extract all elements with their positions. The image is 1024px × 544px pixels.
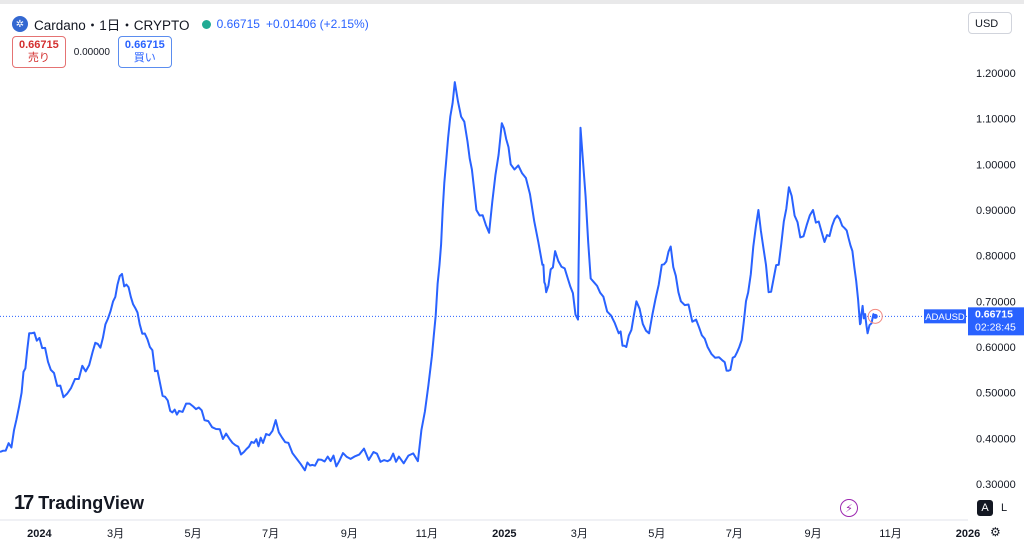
sell-label: 売り: [27, 52, 50, 64]
time-axis-label: 7月: [726, 528, 743, 540]
price-series-line: [0, 81, 877, 472]
price-axis-label: 0.60000: [976, 342, 1016, 354]
price-tag-countdown: 02:28:45: [975, 321, 1016, 333]
log-scale-button[interactable]: L: [1001, 502, 1008, 514]
buy-price: 0.66715: [124, 39, 165, 51]
tradingview-logo[interactable]: 17 TradingView: [14, 492, 144, 515]
price-axis-label: 0.30000: [976, 479, 1016, 491]
time-axis-label: 9月: [804, 528, 821, 540]
last-price: 0.66715: [216, 17, 260, 31]
price-axis-label: 0.70000: [976, 296, 1016, 308]
symbol-title[interactable]: Cardano・1日・CRYPTO: [34, 18, 190, 33]
spread-value: 0.00000: [73, 46, 110, 58]
time-axis-label: 2025: [492, 528, 516, 540]
lightning-icon[interactable]: ⚡: [840, 499, 858, 517]
tradingview-logo-icon: 17: [14, 492, 34, 514]
time-axis-label: 7月: [262, 528, 279, 540]
price-axis-label: 1.20000: [976, 68, 1016, 80]
auto-scale-button[interactable]: A: [977, 500, 993, 516]
buy-label: 買い: [133, 52, 156, 64]
time-axis-label: 11月: [416, 528, 438, 540]
time-axis-label: 11月: [879, 528, 901, 540]
trade-panel: 0.66715 売り 0.00000 0.66715 買い: [12, 36, 172, 68]
time-axis-label: 3月: [107, 528, 124, 540]
last-point-marker: [872, 313, 878, 319]
price-axis-label: 1.10000: [976, 114, 1016, 126]
time-axis-label: 3月: [571, 528, 588, 540]
buy-button[interactable]: 0.66715 買い: [117, 36, 172, 68]
price-axis-label: 0.80000: [976, 251, 1016, 263]
price-tag-value: 0.66715: [975, 308, 1013, 320]
price-tag: ADAUSD 0.66715 02:28:45: [924, 307, 1024, 336]
time-axis-label: 5月: [648, 528, 665, 540]
price-tag-ticker: ADAUSD: [925, 312, 965, 323]
settings-icon[interactable]: ⚙: [990, 525, 1001, 539]
sell-price: 0.66715: [19, 39, 59, 51]
price-axis-label: 1.00000: [976, 159, 1016, 171]
currency-select[interactable]: USD: [968, 12, 1012, 34]
time-axis-label: 2026: [956, 528, 980, 540]
time-axis-label: 2024: [27, 528, 52, 540]
time-axis[interactable]: 2024 3月 5月 7月 9月 11月 2025 3月 5月 7月 9月 11月 2026: [27, 528, 980, 540]
price-axis[interactable]: 1.20000 1.10000 1.00000 0.90000 0.80000 0.700…: [976, 68, 1016, 491]
sell-button[interactable]: 0.66715 売り: [12, 36, 66, 68]
last-point-ring: [867, 308, 883, 324]
price-axis-label: 0.50000: [976, 388, 1016, 400]
time-axis-label: 5月: [185, 528, 202, 540]
symbol-legend[interactable]: ✲ Cardano・1日・CRYPTO 0.66715 +0.01406 (+2…: [12, 14, 369, 34]
price-axis-label: 0.40000: [976, 433, 1016, 445]
market-status-icon: [201, 19, 211, 29]
time-axis-label: 9月: [341, 528, 358, 540]
tradingview-logo-text: TradingView: [38, 493, 144, 513]
cardano-logo-icon: ✲: [12, 16, 28, 32]
price-change: +0.01406 (+2.15%): [265, 17, 369, 31]
price-axis-label: 0.90000: [976, 205, 1016, 217]
